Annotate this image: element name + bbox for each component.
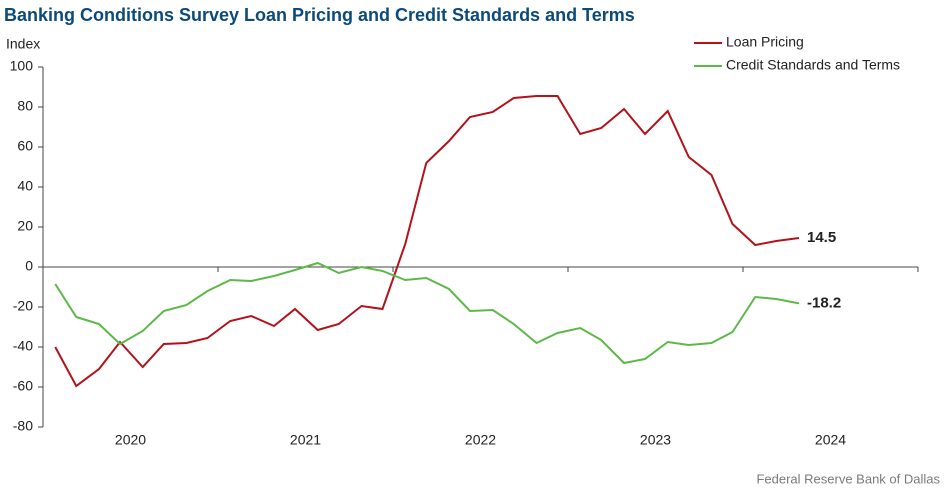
y-axis-label: Index — [6, 36, 40, 52]
y-tick-label: -20 — [13, 298, 33, 314]
x-tick-label: 2022 — [465, 432, 496, 448]
end-label: 14.5 — [807, 229, 836, 246]
y-tick-label: 80 — [17, 98, 33, 114]
y-tick-label: -80 — [13, 418, 33, 434]
y-tick-label: -60 — [13, 378, 33, 394]
legend-label: Credit Standards and Terms — [726, 57, 900, 73]
x-tick-label: 2023 — [640, 432, 671, 448]
x-tick-label: 2020 — [115, 432, 146, 448]
line-series — [54, 95, 800, 388]
y-tick-label: -40 — [13, 338, 33, 354]
y-tick-label: 20 — [17, 218, 33, 234]
chart-title: Banking Conditions Survey Loan Pricing a… — [4, 5, 635, 25]
y-tick-label: 60 — [17, 138, 33, 154]
end-label: -18.2 — [807, 294, 841, 311]
line-series — [54, 261, 800, 365]
y-tick-label: 100 — [10, 58, 34, 74]
y-tick-label: 40 — [17, 178, 33, 194]
legend-label: Loan Pricing — [726, 34, 804, 50]
y-tick-label: 0 — [25, 258, 33, 274]
source: Federal Reserve Bank of Dallas — [756, 471, 940, 486]
x-tick-label: 2024 — [815, 432, 846, 448]
x-tick-label: 2021 — [290, 432, 321, 448]
